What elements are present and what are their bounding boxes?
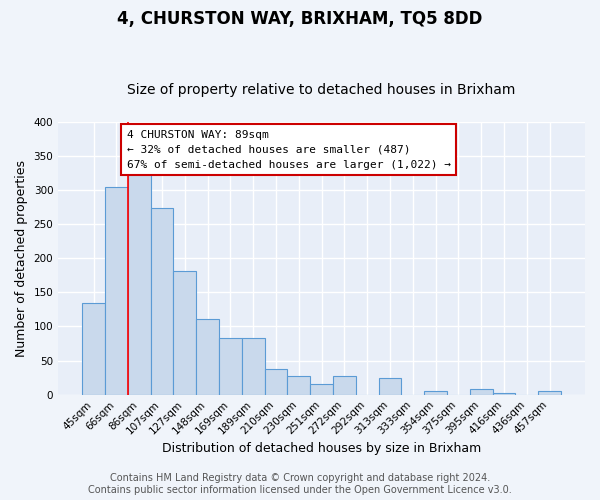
Bar — [379, 378, 401, 394]
Bar — [538, 392, 561, 394]
Text: 4 CHURSTON WAY: 89sqm
← 32% of detached houses are smaller (487)
67% of semi-det: 4 CHURSTON WAY: 89sqm ← 32% of detached … — [127, 130, 451, 170]
Bar — [82, 302, 105, 394]
Title: Size of property relative to detached houses in Brixham: Size of property relative to detached ho… — [127, 83, 516, 97]
Bar — [310, 384, 333, 394]
Bar — [265, 370, 287, 394]
Bar — [333, 376, 356, 394]
Bar — [242, 338, 265, 394]
Bar — [196, 319, 219, 394]
Bar — [105, 186, 128, 394]
Text: 4, CHURSTON WAY, BRIXHAM, TQ5 8DD: 4, CHURSTON WAY, BRIXHAM, TQ5 8DD — [118, 10, 482, 28]
Bar — [287, 376, 310, 394]
Bar — [470, 388, 493, 394]
Text: Contains HM Land Registry data © Crown copyright and database right 2024.
Contai: Contains HM Land Registry data © Crown c… — [88, 474, 512, 495]
Y-axis label: Number of detached properties: Number of detached properties — [15, 160, 28, 357]
X-axis label: Distribution of detached houses by size in Brixham: Distribution of detached houses by size … — [162, 442, 481, 455]
Bar — [424, 392, 447, 394]
Bar — [173, 271, 196, 394]
Bar — [151, 208, 173, 394]
Bar — [219, 338, 242, 394]
Bar — [128, 173, 151, 394]
